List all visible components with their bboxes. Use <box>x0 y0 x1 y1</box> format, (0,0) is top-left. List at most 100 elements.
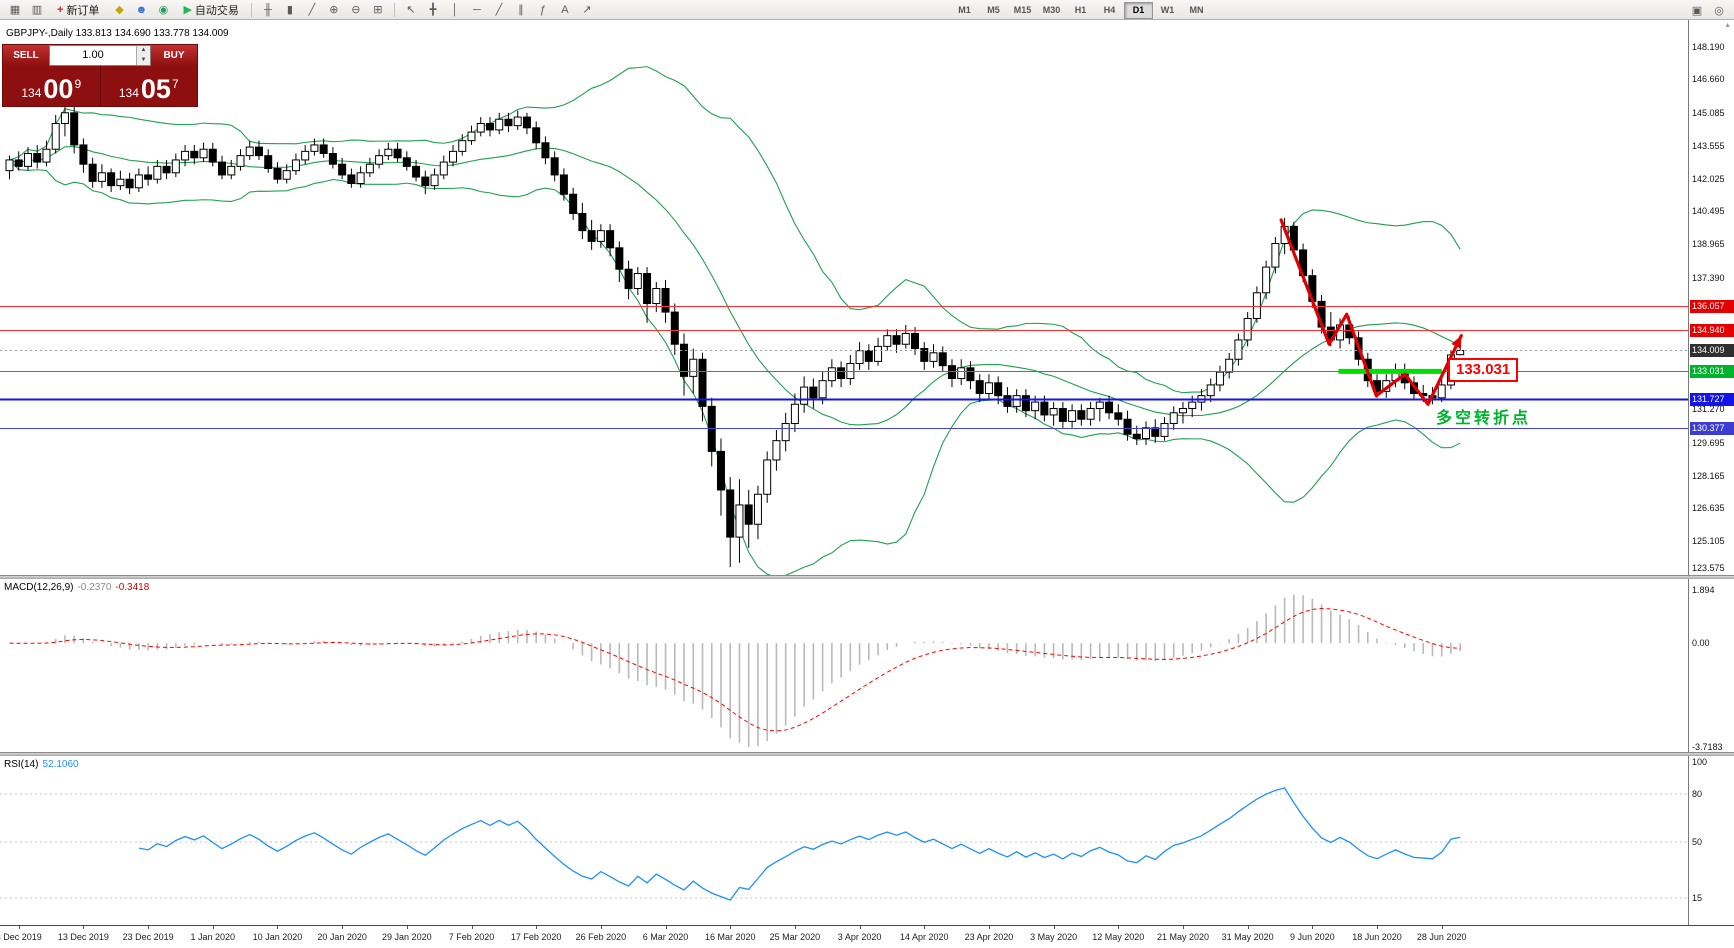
timeframe-M30[interactable]: M30 <box>1042 5 1061 15</box>
vertical-line-icon[interactable]: │ <box>451 3 459 16</box>
macd-panel[interactable]: MACD(12,26,9) -0.2370 -0.3418 <box>0 579 1688 752</box>
timeframe-H1[interactable]: H1 <box>1074 5 1087 15</box>
volume-stepper[interactable]: ▲ ▼ <box>136 46 150 65</box>
price-axis-tick: 128.165 <box>1692 470 1725 481</box>
metaeditor-icon[interactable]: ◆ <box>115 3 124 16</box>
rsi-label: RSI(14) 52.1060 <box>4 759 79 770</box>
volume-down-icon[interactable]: ▼ <box>137 55 150 65</box>
time-axis-tick <box>277 926 279 929</box>
navigator-icon[interactable]: ☻ <box>135 3 148 16</box>
panel-splitter[interactable] <box>0 575 1734 579</box>
panel-splitter[interactable] <box>0 752 1734 756</box>
price-marker-130.377: 130.377 <box>1690 421 1734 435</box>
time-axis[interactable]: 3 Dec 2019 13 Dec 2019 23 Dec 2019 1 Jan 20… <box>0 925 1734 948</box>
timeframe-M15[interactable]: M15 <box>1013 5 1032 15</box>
macd-name: MACD(12,26,9) <box>4 582 74 593</box>
one-click-trading-widget: SELL 1.00 ▲ ▼ BUY 134 00 9 1 <box>2 44 198 107</box>
time-axis-tick <box>83 926 85 929</box>
axis-scroll-up-icon[interactable]: ▲ <box>1724 22 1731 29</box>
volume-value: 1.00 <box>82 49 104 61</box>
price-axis-tick: 140.495 <box>1692 206 1725 217</box>
time-axis-label: 26 Feb 2020 <box>575 932 627 942</box>
annotation-text[interactable]: 多空转折点 <box>1436 410 1532 427</box>
new-order-button[interactable]: + 新订单 <box>50 1 106 19</box>
price-axis-tick: 131.270 <box>1692 404 1725 415</box>
price-axis-tick: 142.025 <box>1692 173 1725 184</box>
macd-signal-value: -0.3418 <box>115 582 150 593</box>
macd-axis-tick: -3.7183 <box>1692 741 1723 752</box>
time-axis-label: 1 Jan 2020 <box>190 932 236 942</box>
time-axis-label: 25 Mar 2020 <box>769 932 821 942</box>
toolbar-separator <box>250 2 252 17</box>
price-axis-tick: 143.555 <box>1692 140 1725 151</box>
timeframe-MN[interactable]: MN <box>1189 5 1204 15</box>
chart-area: GBPJPY-,Daily 133.813 134.690 133.778 13… <box>0 20 1734 948</box>
cursor-icon[interactable]: ↖ <box>406 3 416 16</box>
price-axis-tick: 137.390 <box>1692 273 1725 284</box>
time-axis-tick <box>1118 926 1120 929</box>
profiles-icon[interactable]: ▥ <box>31 3 43 16</box>
time-axis-tick <box>1377 926 1379 929</box>
crosshair-icon[interactable]: ╋ <box>429 3 437 16</box>
time-axis-label: 14 Apr 2020 <box>899 932 949 942</box>
volume-up-icon[interactable]: ▲ <box>137 46 150 56</box>
buy-price-display[interactable]: 134 05 7 <box>101 66 198 106</box>
price-level-label[interactable]: 133.031 <box>1448 358 1519 383</box>
search-icon[interactable]: ◎ <box>1714 5 1724 17</box>
timeframe-M5[interactable]: M5 <box>987 5 1000 15</box>
timeframe-H4[interactable]: H4 <box>1103 5 1116 15</box>
macd-canvas <box>9 594 1461 747</box>
rsi-panel[interactable]: RSI(14) 52.1060 <box>0 756 1688 925</box>
time-axis-tick <box>859 926 861 929</box>
timeframe-D1[interactable]: D1 <box>1124 2 1153 19</box>
price-axis[interactable]: ▲ 148.190 146.660 145.085 143.555 142.025 140… <box>1688 20 1734 925</box>
time-axis-tick <box>18 926 20 929</box>
zoom-out-icon[interactable]: ⊖ <box>351 3 361 16</box>
sell-price-display[interactable]: 134 00 9 <box>3 66 100 106</box>
price-axis-tick: 125.105 <box>1692 536 1725 547</box>
auto-trading-button[interactable]: ▶ 自动交易 <box>176 1 245 19</box>
new-chart-icon[interactable]: ▦ <box>9 3 21 16</box>
rsi-value: 52.1060 <box>42 759 79 770</box>
time-axis-label: 16 Mar 2020 <box>704 932 756 942</box>
time-axis-tick <box>1441 926 1443 929</box>
new-order-label: 新订单 <box>66 4 100 17</box>
time-axis-tick <box>988 926 990 929</box>
time-axis-label: 18 Jun 2020 <box>1352 932 1402 942</box>
price-axis-tick: 145.085 <box>1692 108 1725 119</box>
candlestick-chart-icon[interactable]: ▮ <box>286 3 293 16</box>
time-axis-label: 7 Feb 2020 <box>448 932 495 942</box>
buy-button[interactable]: BUY <box>151 45 197 66</box>
price-axis-tick: 126.635 <box>1692 503 1725 514</box>
fibonacci-icon[interactable]: ƒ <box>539 3 546 16</box>
sell-button[interactable]: SELL <box>3 45 49 66</box>
new-window-icon[interactable]: ▣ <box>1691 5 1703 17</box>
timeframe-M1[interactable]: M1 <box>958 5 971 15</box>
horizontal-line-icon[interactable]: ─ <box>473 3 481 16</box>
time-axis-label: 9 Jun 2020 <box>1290 932 1335 942</box>
time-axis-tick <box>1247 926 1249 929</box>
rsi-axis-tick: 50 <box>1692 837 1703 847</box>
line-chart-icon[interactable]: ╱ <box>308 3 316 16</box>
time-axis-tick <box>342 926 344 929</box>
zoom-in-icon[interactable]: ⊕ <box>329 3 339 16</box>
price-marker-136.057: 136.057 <box>1690 300 1734 314</box>
history-center-icon[interactable]: ◉ <box>158 3 169 16</box>
price-axis-tick: 123.575 <box>1692 563 1725 573</box>
equidistant-channel-icon[interactable]: ∥ <box>518 3 524 16</box>
time-axis-label: 23 Dec 2019 <box>122 932 174 942</box>
timeframe-toolbar: M1 M5 M15 M30 H1 H4 D1 W1 MN <box>950 2 1211 19</box>
text-label-icon[interactable]: A <box>561 3 569 16</box>
price-chart-panel[interactable]: GBPJPY-,Daily 133.813 134.690 133.778 13… <box>0 20 1688 575</box>
time-axis-tick <box>730 926 732 929</box>
arrows-icon[interactable]: ↗ <box>582 3 592 16</box>
standard-toolbar-group: ▦ ▥ <box>4 1 48 19</box>
bar-chart-icon[interactable]: ╫ <box>264 3 272 16</box>
volume-input[interactable]: 1.00 ▲ ▼ <box>49 45 151 66</box>
price-marker-134.940: 134.940 <box>1690 324 1734 338</box>
timeframe-W1[interactable]: W1 <box>1160 5 1175 15</box>
time-axis-label: 17 Feb 2020 <box>510 932 562 942</box>
tile-windows-icon[interactable]: ⊞ <box>373 3 383 16</box>
time-axis-tick <box>1312 926 1314 929</box>
trendline-icon[interactable]: ╱ <box>495 3 503 16</box>
